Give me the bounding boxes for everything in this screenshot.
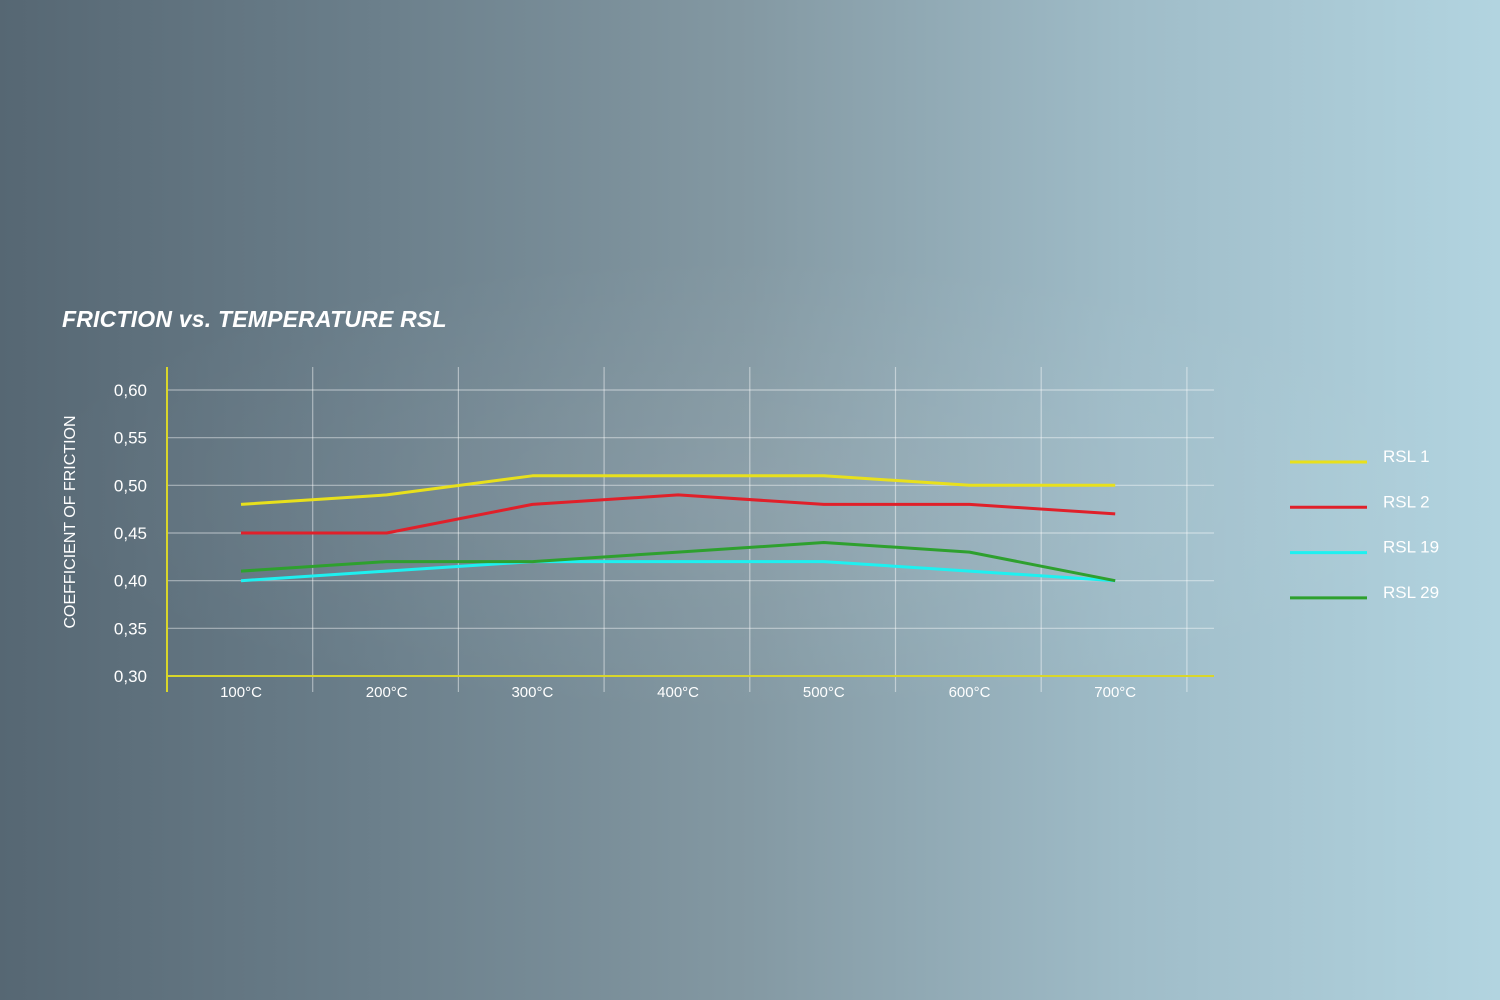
y-tick-label: 0,55 — [114, 429, 147, 448]
chart-title: FRICTION vs. TEMPERATURE RSL — [62, 306, 447, 332]
grid — [167, 367, 1214, 692]
legend-label: RSL 2 — [1383, 492, 1430, 511]
x-tick-label: 100°C — [220, 684, 262, 701]
series-line-rsl-29 — [240, 541, 1116, 583]
legend-label: RSL 1 — [1383, 447, 1430, 466]
series-line-rsl-19 — [240, 560, 1116, 583]
y-tick-label: 0,35 — [114, 619, 147, 638]
y-tick-labels: 0,30 0,35 0,40 0,45 0,50 0,55 0,60 — [114, 381, 147, 686]
legend-label: RSL 29 — [1383, 583, 1439, 602]
y-tick-label: 0,40 — [114, 572, 147, 591]
y-tick-label: 0,45 — [114, 524, 147, 543]
y-tick-label: 0,60 — [114, 381, 147, 400]
x-tick-labels: 100°C 200°C 300°C 400°C 500°C 600°C 700°C — [220, 684, 1136, 701]
x-tick-label: 700°C — [1094, 684, 1136, 701]
y-tick-label: 0,30 — [114, 667, 147, 686]
x-tick-label: 200°C — [366, 684, 408, 701]
axes — [166, 367, 1214, 692]
x-tick-label: 300°C — [511, 684, 553, 701]
y-tick-label: 0,50 — [114, 476, 147, 495]
x-tick-label: 500°C — [803, 684, 845, 701]
legend-label: RSL 19 — [1383, 538, 1439, 557]
series-line-rsl-1 — [240, 474, 1116, 506]
legend: RSL 1 RSL 2 RSL 19 RSL 29 — [1290, 447, 1439, 602]
x-tick-label: 600°C — [949, 684, 991, 701]
series-line-rsl-2 — [241, 493, 1116, 535]
x-tick-label: 400°C — [657, 684, 699, 701]
series-lines — [240, 474, 1116, 583]
chart-backdrop — [0, 250, 1500, 720]
y-axis-label: COEFFICIENT OF FRICTION — [62, 415, 79, 628]
